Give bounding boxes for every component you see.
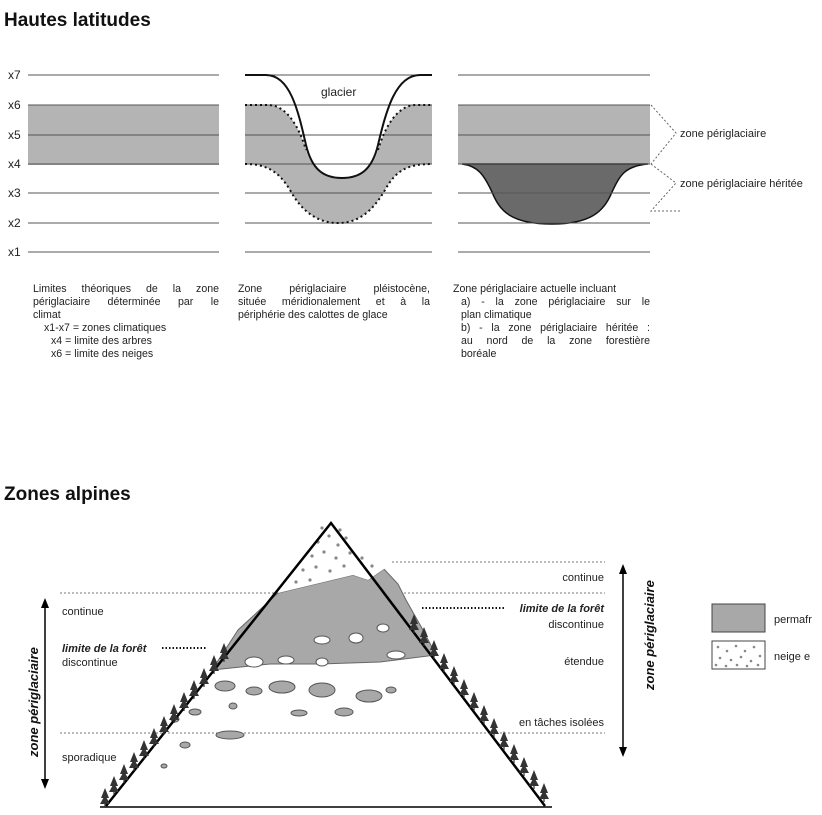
bracket-lines [649, 104, 680, 212]
legend-snow-label: neige e [774, 651, 810, 663]
left-limite-foret-label: limite de la forêt [62, 643, 148, 655]
permafrost-holes [244, 623, 406, 668]
legend-snow-swatch [711, 640, 766, 670]
legend-snow-dots [714, 644, 762, 668]
legend-permafrost-label: permafr [774, 614, 812, 626]
glacier-outline [245, 74, 432, 180]
trees-right [409, 614, 549, 802]
right-periglacial-arrow [619, 564, 627, 757]
caption-line: x1-x7 = zones climatiques [44, 322, 167, 334]
caption-line: au nord de la zone forestière [461, 335, 650, 347]
left-continue-label: continue [62, 606, 104, 618]
bottom-title: Zones alpines [4, 484, 131, 505]
snow-dots [294, 526, 374, 584]
pleistocene-dotted-top-right [377, 104, 432, 151]
caption-line: x6 = limite des neiges [51, 348, 154, 360]
x2-label: x2 [8, 216, 21, 230]
caption-line: Zone périglaciaire pléistocène, [238, 283, 430, 295]
x4-label: x4 [8, 157, 21, 171]
x-level-labels: x7 x6 x5 x4 x3 x2 x1 [8, 68, 21, 259]
left-discontinue-label: discontinue [62, 657, 118, 669]
zone-periglaciaire-label: zone périglaciaire [680, 128, 766, 140]
x6-label: x6 [8, 98, 21, 112]
x3-label: x3 [8, 186, 21, 200]
x5-label: x5 [8, 128, 21, 142]
permafrost-zone [211, 568, 437, 671]
inherited-periglacial-zone [461, 163, 649, 225]
panel-actual: zone périglaciaire zone périglaciaire hé… [458, 74, 803, 253]
caption-line: x4 = limite des arbres [51, 335, 152, 347]
left-periglacial-arrow [41, 598, 49, 789]
left-vertical-label: zone périglaciaire [26, 647, 41, 758]
x1-label: x1 [8, 245, 21, 259]
right-vertical-label: zone périglaciaire [642, 580, 657, 691]
caption-line: périphérie des calottes de glace [238, 309, 388, 321]
caption-line: Zone périglaciaire actuelle incluant [453, 283, 617, 295]
right-etendue-label: étendue [564, 656, 604, 668]
caption-pleistocene: Zone périglaciaire pléistocène, située m… [238, 283, 430, 322]
left-zone-labels: continue discontinue sporadique limite d… [62, 606, 148, 764]
glacier-label: glacier [321, 85, 356, 99]
legend: permafr neige e [711, 603, 812, 670]
pleistocene-dotted-bottom [244, 163, 433, 225]
panel-theoretical [28, 74, 219, 253]
caption-line: périglaciaire déterminée par le [33, 296, 219, 308]
top-title: Hautes latitudes [4, 10, 151, 31]
caption-line: climat [33, 309, 61, 321]
right-discontinue-label: discontinue [548, 619, 604, 631]
caption-line: Limites théoriques de la zone [33, 283, 219, 295]
caption-actual: Zone périglaciaire actuelle incluant a) … [453, 283, 650, 361]
legend-permafrost-swatch [711, 603, 766, 633]
right-taches-label: en tâches isolées [519, 717, 604, 729]
right-zone-labels: continue limite de la forêt discontinue … [519, 572, 605, 729]
zone-periglaciaire-heritee-label: zone périglaciaire héritée [680, 178, 803, 190]
x7-label: x7 [8, 68, 21, 82]
panel-pleistocene: glacier [244, 74, 433, 253]
right-limite-foret-label: limite de la forêt [520, 603, 606, 615]
mountain-outline [105, 520, 546, 807]
caption-line: a) - la zone périglaciaire sur le [461, 296, 650, 308]
caption-line: b) - la zone périglaciaire héritée : [461, 322, 650, 334]
left-sporadique-label: sporadique [62, 752, 116, 764]
trees-left [100, 643, 229, 807]
mountain [100, 520, 552, 808]
caption-line: située méridionalement et à la [238, 296, 430, 308]
caption-theoretical: Limites théoriques de la zone périglacia… [33, 283, 219, 361]
right-continue-label: continue [562, 572, 604, 584]
caption-line: plan climatique [461, 309, 532, 321]
permafrost-patches [160, 680, 397, 769]
caption-line: boréale [461, 348, 497, 360]
